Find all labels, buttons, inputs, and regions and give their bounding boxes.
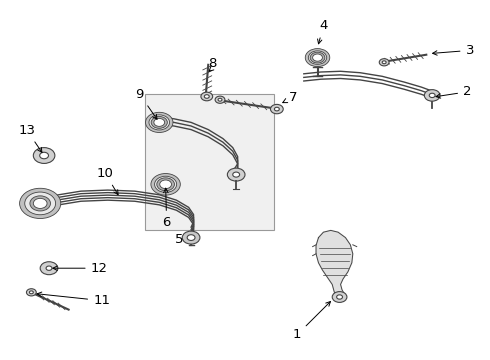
Text: 4: 4 [318,19,328,44]
Circle shape [33,148,55,163]
Circle shape [26,289,36,296]
Text: 12: 12 [53,262,108,275]
Circle shape [187,235,195,240]
Circle shape [33,198,47,208]
Text: 8: 8 [208,57,217,69]
Circle shape [20,188,61,219]
Circle shape [149,115,170,130]
Circle shape [305,49,330,67]
Circle shape [227,168,245,181]
Circle shape [151,174,180,195]
Text: 9: 9 [135,88,157,119]
Text: 1: 1 [293,302,330,341]
Circle shape [30,196,50,211]
Text: 3: 3 [433,44,474,57]
Circle shape [379,59,389,66]
Text: 5: 5 [174,233,183,246]
Circle shape [215,96,225,103]
Text: 13: 13 [19,124,42,152]
Circle shape [24,192,56,215]
Text: 6: 6 [162,188,171,229]
Circle shape [40,152,49,159]
Circle shape [157,178,174,191]
Circle shape [382,61,386,64]
Circle shape [429,93,435,98]
Circle shape [233,172,240,177]
Circle shape [155,176,177,192]
Circle shape [46,266,52,270]
Circle shape [308,51,327,64]
Circle shape [154,118,165,126]
Circle shape [313,54,322,61]
Circle shape [201,92,213,101]
Text: 2: 2 [436,85,471,98]
Circle shape [424,90,440,101]
Circle shape [337,295,343,299]
Text: 7: 7 [283,91,297,104]
Circle shape [332,292,347,302]
Circle shape [274,107,279,111]
Text: 10: 10 [97,167,118,195]
Circle shape [160,180,172,189]
Polygon shape [316,230,353,299]
Circle shape [151,117,168,129]
Circle shape [218,98,222,101]
Circle shape [270,104,283,114]
Circle shape [40,262,58,275]
Circle shape [182,231,200,244]
Text: 11: 11 [37,292,110,307]
Bar [145,94,274,230]
Circle shape [310,52,325,63]
Circle shape [29,291,33,294]
Circle shape [146,112,173,132]
Circle shape [204,95,209,98]
